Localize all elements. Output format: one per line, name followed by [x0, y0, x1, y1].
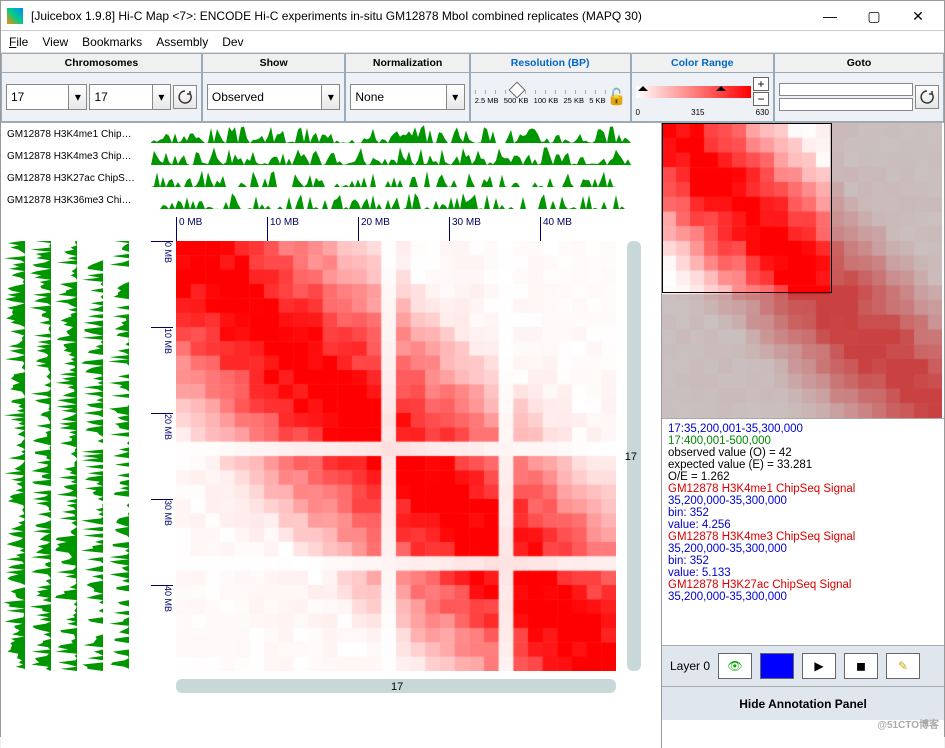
menu-bookmarks[interactable]: Bookmarks: [82, 35, 142, 49]
color-range-label: Color Range: [632, 54, 774, 73]
track-row[interactable]: GM12878 H3K4me3 Chip…: [1, 145, 661, 167]
color-plus-button[interactable]: +: [753, 77, 769, 91]
normalization-select[interactable]: None▾: [350, 84, 464, 110]
chrom-label-x: 17: [391, 681, 403, 693]
normalization-label: Normalization: [346, 54, 468, 73]
thumbnail-map[interactable]: [662, 123, 944, 418]
hic-heatmap[interactable]: [176, 241, 616, 671]
show-select[interactable]: Observed▾: [207, 84, 341, 110]
lock-icon[interactable]: 🔓: [608, 86, 626, 108]
layer-toolbar: Layer 0 👁 ▶ ◼ ✎: [662, 646, 944, 686]
horizontal-tracks: GM12878 H3K4me1 Chip… GM12878 H3K4me3 Chi…: [1, 123, 661, 211]
chevron-down-icon: ▾: [321, 85, 339, 109]
color-minus-button[interactable]: −: [753, 92, 769, 106]
goto-input-2[interactable]: [779, 98, 913, 111]
menu-view[interactable]: View: [42, 35, 68, 49]
close-button[interactable]: ✕: [898, 4, 938, 28]
info-line: bin: 352: [668, 555, 938, 567]
layer-visibility-button[interactable]: 👁: [718, 653, 752, 679]
track-label: GM12878 H3K36me3 Chi…: [1, 195, 151, 206]
info-line: value: 5.133: [668, 567, 938, 579]
maximize-button[interactable]: ▢: [854, 4, 894, 28]
info-line: O/E = 1.262: [668, 471, 938, 483]
menu-bar: File View Bookmarks Assembly Dev: [1, 31, 944, 53]
menu-dev[interactable]: Dev: [222, 35, 243, 49]
menu-assembly[interactable]: Assembly: [156, 35, 208, 49]
chevron-down-icon: ▾: [446, 85, 464, 109]
info-line: GM12878 H3K4me3 ChipSeq Signal: [668, 531, 938, 543]
chevron-down-icon: ▾: [68, 85, 86, 109]
info-panel: 17:35,200,001-35,300,00017:400,001-500,0…: [662, 418, 944, 646]
app-icon: [7, 8, 23, 24]
track-row[interactable]: GM12878 H3K36me3 Chi…: [1, 189, 661, 211]
title-bar: [Juicebox 1.9.8] Hi-C Map <7>: ENCODE Hi…: [1, 1, 944, 31]
chromosomes-label: Chromosomes: [2, 54, 201, 73]
refresh-button[interactable]: [173, 85, 197, 109]
info-line: 35,200,000-35,300,000: [668, 543, 938, 555]
menu-file[interactable]: File: [9, 35, 28, 49]
watermark: @51CTO博客: [877, 716, 939, 731]
track-label: GM12878 H3K27ac ChipS…: [1, 173, 151, 184]
resolution-slider[interactable]: 2.5 MB500 KB100 KB25 KB5 KB: [475, 86, 606, 109]
side-panel: 17:35,200,001-35,300,00017:400,001-500,0…: [661, 123, 944, 748]
minimize-button[interactable]: —: [810, 4, 850, 28]
window-title: [Juicebox 1.9.8] Hi-C Map <7>: ENCODE Hi…: [31, 9, 810, 23]
info-line: 35,200,000-35,300,000: [668, 591, 938, 603]
layer-color-swatch[interactable]: [760, 653, 794, 679]
info-line: GM12878 H3K4me1 ChipSeq Signal: [668, 483, 938, 495]
info-line: 17:35,200,001-35,300,000: [668, 423, 938, 435]
layer-label: Layer 0: [670, 659, 710, 673]
info-line: 17:400,001-500,000: [668, 435, 938, 447]
hide-annotation-button[interactable]: Hide Annotation Panel @51CTO博客: [662, 686, 944, 720]
color-mid: 315: [691, 108, 704, 117]
track-label: GM12878 H3K4me1 Chip…: [1, 129, 151, 140]
resolution-label: Resolution (BP): [471, 54, 630, 73]
chevron-down-icon: ▾: [152, 85, 170, 109]
toolbar: Chromosomes 17▾ 17▾ Show Observed▾ Norma…: [1, 53, 944, 123]
show-label: Show: [203, 54, 345, 73]
color-min: 0: [636, 108, 640, 117]
layer-play-button[interactable]: ▶: [802, 653, 836, 679]
info-line: GM12878 H3K27ac ChipSeq Signal: [668, 579, 938, 591]
track-row[interactable]: GM12878 H3K4me1 Chip…: [1, 123, 661, 145]
info-line: observed value (O) = 42: [668, 447, 938, 459]
track-row[interactable]: GM12878 H3K27ac ChipS…: [1, 167, 661, 189]
info-line: value: 4.256: [668, 519, 938, 531]
info-line: 35,200,000-35,300,000: [668, 495, 938, 507]
layer-stop-button[interactable]: ◼: [844, 653, 878, 679]
color-gradient[interactable]: [636, 86, 752, 98]
goto-label: Goto: [775, 54, 943, 73]
vertical-tracks: [1, 241, 151, 671]
main-heatmap-panel: GM12878 H3K4me1 Chip… GM12878 H3K4me3 Chi…: [1, 123, 661, 748]
info-line: expected value (E) = 33.281: [668, 459, 938, 471]
info-line: bin: 352: [668, 507, 938, 519]
chr2-select[interactable]: 17▾: [89, 84, 170, 110]
genome-ruler: 0 MB10 MB20 MB30 MB40 MB: [176, 217, 631, 241]
color-max: 630: [756, 108, 769, 117]
chr1-select[interactable]: 17▾: [6, 84, 87, 110]
goto-refresh-button[interactable]: [915, 85, 939, 109]
layer-edit-button[interactable]: ✎: [886, 653, 920, 679]
goto-input-1[interactable]: [779, 83, 913, 96]
chrom-label-y: 17: [625, 451, 637, 463]
track-label: GM12878 H3K4me3 Chip…: [1, 151, 151, 162]
